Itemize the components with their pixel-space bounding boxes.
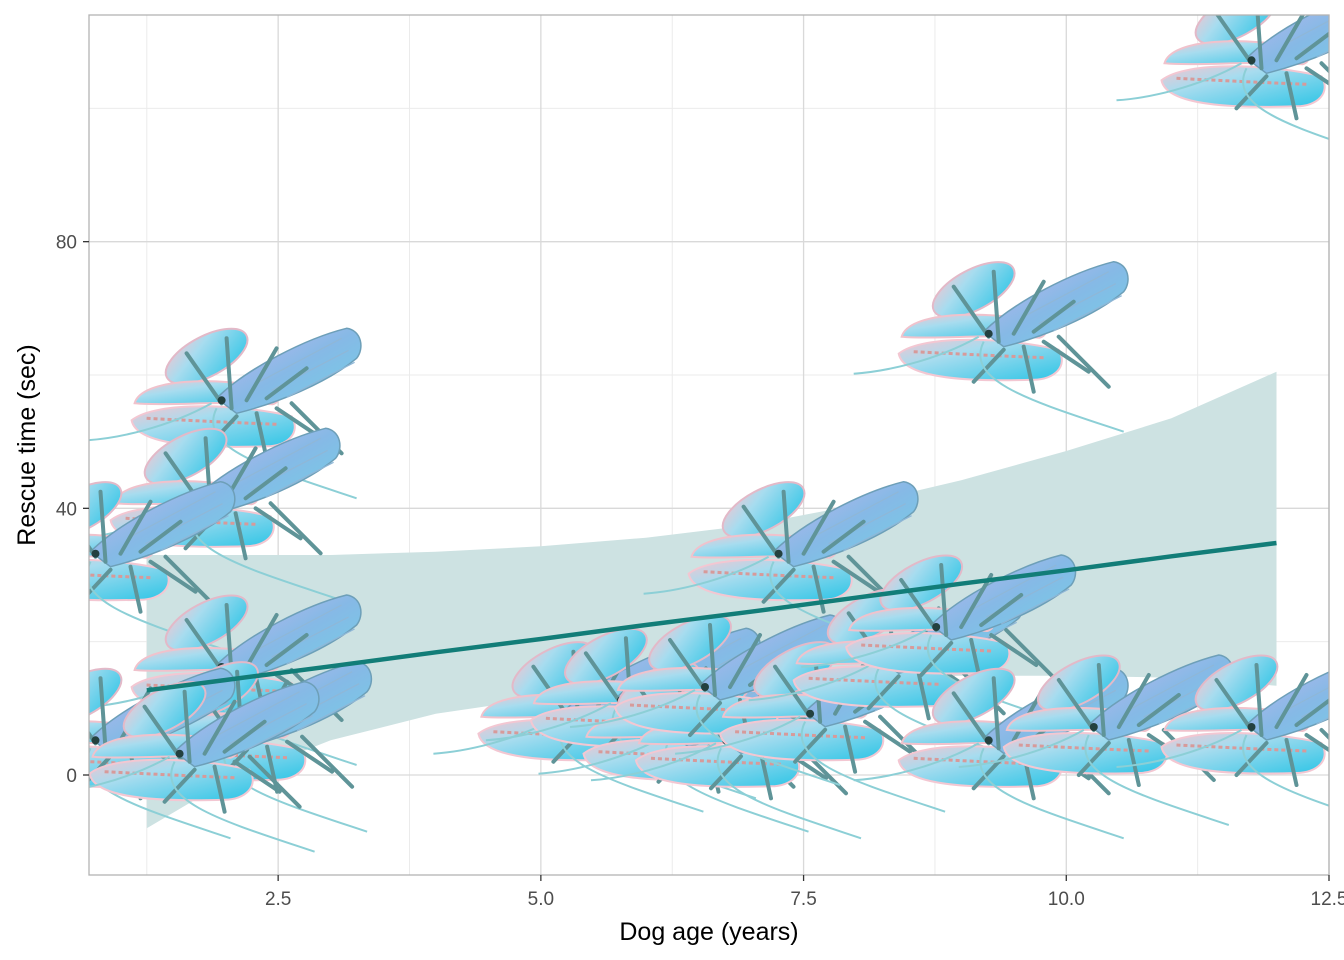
y-tick-label: 80: [56, 233, 77, 254]
panel-border: [88, 14, 1330, 876]
x-tick-label: 2.5: [265, 889, 291, 910]
x-tick-label: 7.5: [790, 889, 816, 910]
confidence-band: [146, 371, 1277, 829]
x-tick-label: 12.5: [1311, 889, 1344, 910]
x-axis-ticks: 2.5 5.0 7.5 10.0 12.5: [265, 875, 1344, 910]
x-tick-label: 10.0: [1048, 889, 1085, 910]
plot-panel: [88, 14, 1330, 876]
y-tick-label: 0: [66, 766, 77, 787]
x-tick-label: 5.0: [528, 889, 554, 910]
y-tick-label: 40: [56, 499, 77, 520]
fit-line: [146, 540, 1277, 693]
y-axis-ticks: 0 40 80: [56, 233, 89, 787]
x-axis-title: Dog age (years): [619, 918, 798, 946]
y-axis-title: Rescue time (sec): [13, 344, 41, 545]
